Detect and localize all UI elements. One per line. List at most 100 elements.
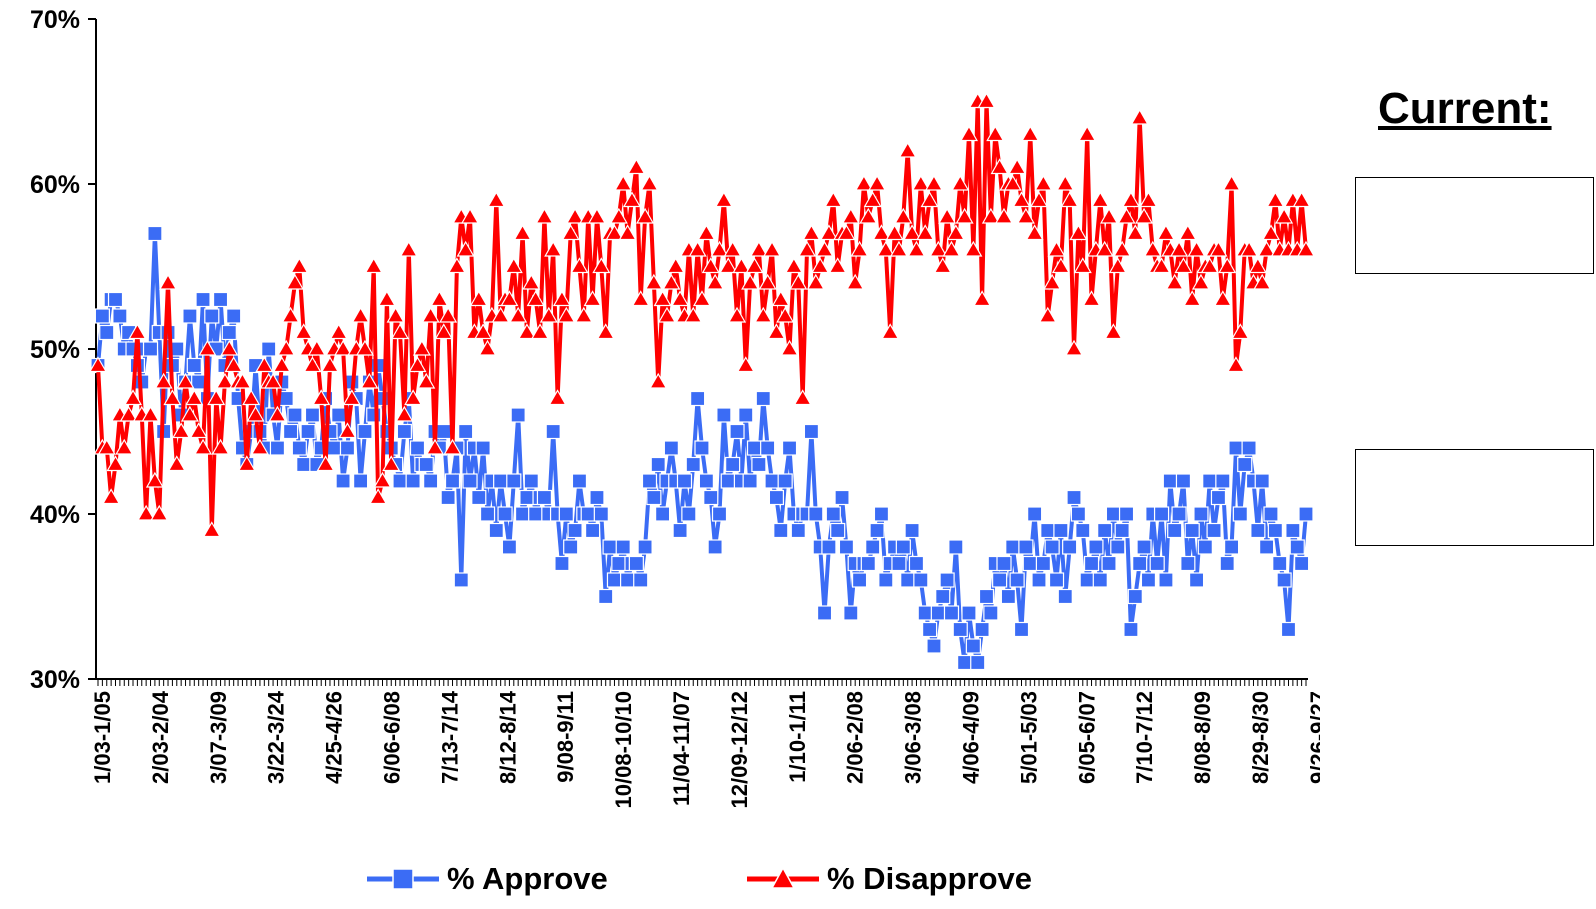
approve-point	[479, 506, 496, 522]
axes	[95, 19, 1308, 680]
disapprove-point	[338, 422, 357, 439]
disapprove-point	[255, 356, 274, 373]
approve-point	[1092, 572, 1108, 588]
approve-point	[1202, 473, 1218, 489]
disapprove-point	[811, 257, 830, 274]
approve-point	[619, 572, 636, 588]
disapprove-point	[933, 257, 952, 274]
approve-point	[637, 539, 653, 555]
disapprove-point	[946, 224, 965, 241]
approve-point	[326, 440, 342, 456]
disapprove-point	[1222, 174, 1241, 191]
approve-point	[1237, 456, 1253, 473]
approve-point	[1184, 522, 1200, 539]
disapprove-point	[539, 306, 558, 323]
y-axis-ticks: 30% 40% 50% 60% 70%	[30, 6, 96, 694]
disapprove-point	[198, 339, 217, 356]
approve-point	[738, 407, 754, 423]
disapprove-point	[478, 339, 497, 356]
approve-point	[943, 605, 960, 621]
disapprove-point	[1038, 306, 1057, 323]
disapprove-point	[640, 174, 659, 191]
disapprove-point	[329, 323, 348, 340]
approve-point	[742, 473, 758, 489]
disapprove-point	[399, 240, 418, 257]
disapprove-point	[1213, 290, 1232, 307]
disapprove-point	[202, 521, 221, 538]
approve-point	[1153, 506, 1170, 522]
x-tick-label: 3/07-3/09	[206, 691, 231, 784]
disapprove-point	[872, 224, 891, 241]
approve-point	[331, 407, 347, 423]
disapprove-point	[439, 306, 458, 323]
disapprove-point	[876, 240, 895, 257]
approve-point	[528, 506, 544, 522]
disapprove-point	[1253, 273, 1272, 290]
approve-point	[1110, 539, 1126, 555]
disapprove-point	[443, 438, 462, 455]
disapprove-point	[189, 422, 208, 439]
x-tick-label: 4/06-4/09	[959, 691, 984, 784]
x-axis-ticks: 1/03-1/05 2/03-2/04 3/07-3/09 3/22-3/24 4/25…	[90, 679, 1320, 808]
disapprove-point	[1003, 174, 1022, 191]
disapprove-point	[793, 389, 812, 406]
approve-point	[1206, 522, 1222, 539]
disapprove-point	[903, 224, 922, 241]
disapprove-point	[360, 372, 379, 389]
disapprove-point	[102, 488, 121, 505]
disapprove-point	[981, 207, 1000, 224]
approve-point	[1097, 522, 1113, 539]
approve-point	[1127, 588, 1143, 605]
approve-point	[816, 605, 833, 621]
disapprove-line	[96, 99, 1308, 533]
approve-point	[1219, 555, 1235, 572]
approve-point	[838, 539, 855, 555]
x-tick-label: 9/26-9/27	[1306, 691, 1320, 784]
approve-point	[952, 621, 968, 638]
approve-point	[711, 506, 728, 522]
approve-point	[296, 456, 312, 473]
approve-point	[1101, 555, 1117, 572]
approve-point	[1285, 522, 1301, 539]
approve-point	[628, 555, 644, 572]
approve-point	[142, 341, 159, 357]
x-tick-label: 8/29-8/30	[1248, 691, 1273, 784]
disapprove-point	[850, 240, 869, 257]
legend-disapprove-swatch	[747, 867, 819, 889]
disapprove-point	[320, 356, 340, 373]
x-tick-label: 1/03-1/05	[90, 691, 115, 784]
disapprove-point	[706, 273, 725, 290]
current-approve-label: Approve:	[1415, 465, 1534, 495]
approve-point	[396, 423, 412, 440]
disapprove-point	[290, 257, 309, 274]
disapprove-point	[500, 290, 519, 307]
disapprove-point	[504, 257, 523, 274]
disapprove-point	[885, 224, 904, 241]
disapprove-point	[395, 405, 414, 422]
disapprove-point	[819, 224, 838, 241]
disapprove-point	[237, 455, 256, 472]
disapprove-point	[1292, 191, 1311, 208]
disapprove-point	[574, 306, 593, 323]
approve-point	[353, 473, 369, 489]
disapprove-point	[1064, 339, 1084, 356]
disapprove-point	[784, 257, 803, 274]
approve-point	[475, 440, 491, 456]
disapprove-point	[487, 191, 506, 208]
disapprove-point	[566, 207, 585, 224]
approve-point	[1171, 506, 1187, 522]
disapprove-point	[1200, 257, 1219, 274]
disapprove-point	[837, 224, 856, 241]
approve-point	[681, 506, 697, 522]
approve-point	[405, 473, 421, 489]
current-disapprove-box: Disapprove: 56%	[1355, 177, 1594, 274]
approve-point	[1018, 539, 1034, 555]
disapprove-point	[412, 339, 431, 356]
disapprove-point	[1240, 240, 1259, 257]
disapprove-point	[1156, 224, 1175, 241]
disapprove-point	[741, 273, 760, 290]
disapprove-point	[390, 323, 410, 340]
approve-point	[107, 291, 124, 308]
disapprove-point	[106, 455, 125, 472]
approve-point	[436, 423, 452, 440]
